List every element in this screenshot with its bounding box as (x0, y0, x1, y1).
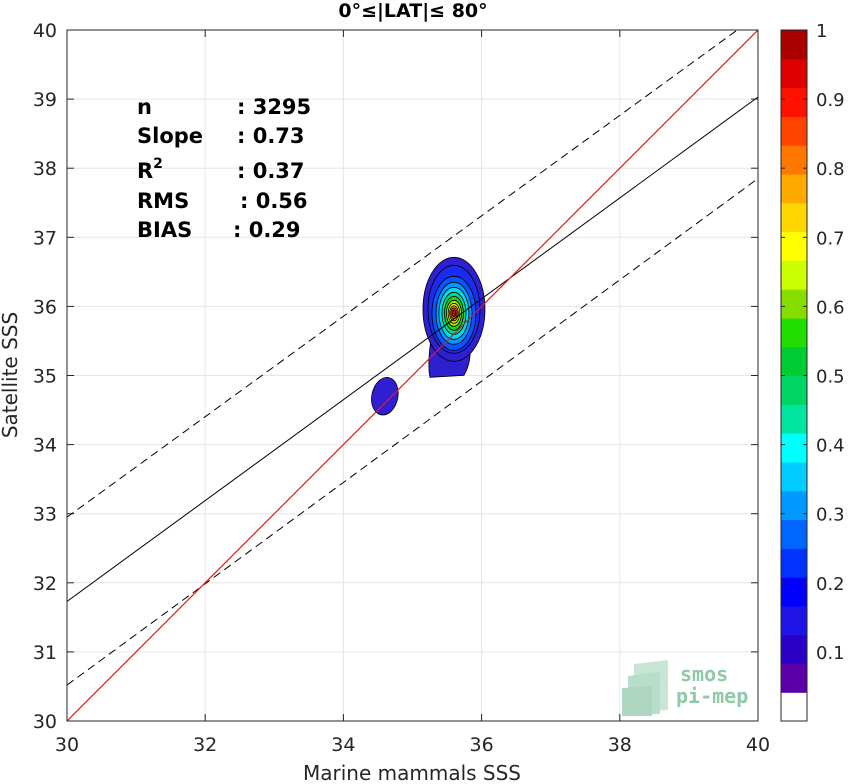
colorbar-segment (781, 260, 807, 290)
logo-mark-icon (622, 660, 668, 716)
y-tick-label: 37 (33, 227, 57, 249)
stat-value: : 0.37 (237, 159, 305, 183)
colorbar-segment (781, 577, 807, 607)
colorbar-segment (781, 58, 807, 89)
y-tick-label: 38 (33, 158, 57, 180)
colorbar-segment (781, 663, 807, 693)
colorbar-segment (781, 145, 807, 175)
y-tick-label: 30 (33, 711, 57, 733)
colorbar-tick-label: 0.9 (816, 90, 845, 111)
colorbar-tick-label: 0.8 (816, 159, 845, 180)
contour-secondary (371, 377, 399, 416)
colorbar-segment (781, 231, 807, 261)
colorbar-ticks: 0.1 0.2 0.3 0.4 0.5 0.6 0.7 0.8 0.9 1 (781, 21, 845, 664)
identity-line (67, 30, 758, 721)
y-tick-label: 32 (33, 573, 57, 595)
colorbar-segment (781, 202, 807, 233)
stat-label: n (137, 95, 152, 119)
colorbar-segment (781, 317, 807, 348)
stat-value: : 0.56 (240, 189, 308, 213)
x-tick-label: 32 (193, 734, 217, 756)
y-tick-label: 33 (33, 504, 57, 526)
colorbar-segment (781, 87, 807, 117)
x-tick-label: 30 (55, 734, 79, 756)
colorbar-segment (781, 30, 807, 60)
colorbar-segment (781, 548, 807, 578)
regression-line (67, 96, 758, 602)
y-tick-label: 35 (33, 366, 57, 388)
smos-logo: smos pi-mep (622, 660, 748, 716)
y-axis-ticks: 30 31 32 33 34 35 36 37 38 39 40 (33, 20, 758, 733)
colorbar-segment (781, 490, 807, 521)
stat-label: Slope (137, 124, 203, 148)
x-tick-label: 38 (608, 734, 632, 756)
colorbar-segment (781, 404, 807, 434)
colorbar-segment (781, 375, 807, 405)
stat-value: : 0.29 (233, 218, 301, 242)
colorbar-tick-label: 0.2 (816, 574, 845, 595)
x-tick-label: 36 (470, 734, 494, 756)
contour-level (451, 309, 457, 318)
colorbar-tick-label: 0.3 (816, 505, 845, 526)
stat-label: BIAS (137, 218, 192, 242)
stat-label-superscript: 2 (153, 156, 163, 172)
x-axis-label: Marine mammals SSS (303, 761, 521, 784)
colorbar-segment (781, 289, 807, 319)
y-tick-label: 40 (33, 20, 57, 42)
chart-title: 0°≤|LAT|≤ 80° (338, 0, 487, 22)
grid (66, 29, 759, 722)
upper-bound-line (67, 30, 738, 518)
colorbar-segment (781, 433, 807, 463)
y-axis-label: Satellite SSS (0, 312, 22, 438)
logo-text-smos: smos (680, 662, 728, 686)
colorbar (781, 30, 807, 722)
colorbar-tick-label: 0.6 (816, 297, 845, 318)
stat-value: : 0.73 (237, 124, 305, 148)
colorbar-segment (781, 346, 807, 377)
colorbar-tick-label: 0.1 (816, 643, 845, 664)
colorbar-tick-label: 1 (816, 21, 827, 42)
y-tick-label: 36 (33, 296, 57, 318)
colorbar-segment (781, 461, 807, 492)
stat-value: : 3295 (237, 95, 311, 119)
stat-label: RMS (137, 189, 189, 213)
y-tick-label: 34 (33, 435, 57, 457)
colorbar-segment (781, 605, 807, 636)
x-tick-label: 40 (746, 734, 770, 756)
y-tick-label: 39 (33, 89, 57, 111)
colorbar-segment (781, 634, 807, 665)
y-tick-label: 31 (33, 642, 57, 664)
colorbar-segment (781, 116, 807, 146)
colorbar-tick-label: 0.5 (816, 367, 845, 388)
x-tick-label: 34 (331, 734, 355, 756)
colorbar-tick-label: 0.4 (816, 436, 845, 457)
colorbar-segment (781, 692, 807, 722)
colorbar-tick-label: 0.7 (816, 228, 845, 249)
colorbar-segment (781, 519, 807, 549)
x-axis-ticks: 30 32 34 36 38 40 (55, 30, 770, 756)
colorbar-segment (781, 173, 807, 204)
logo-text-pi-mep: pi-mep (676, 684, 748, 708)
